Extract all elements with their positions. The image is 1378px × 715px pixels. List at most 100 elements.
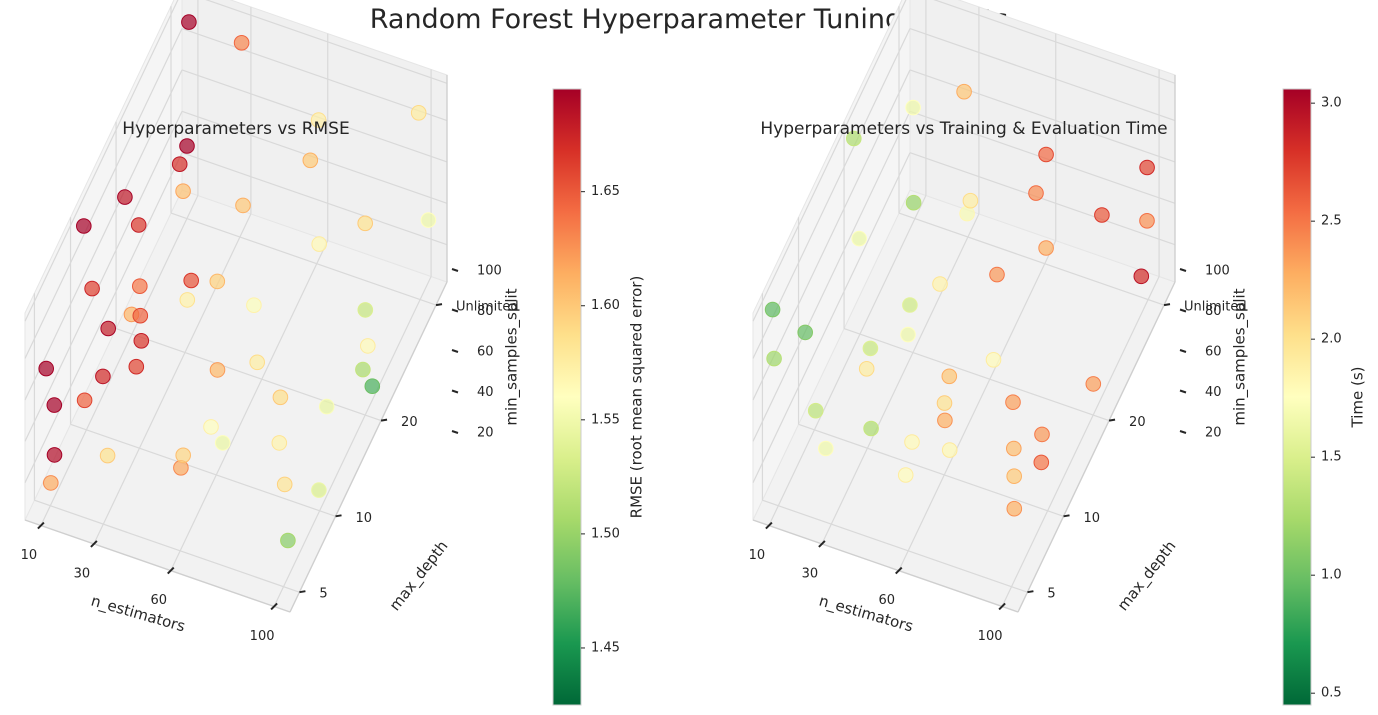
data-point (807, 402, 824, 419)
gridline (909, 69, 1176, 163)
colorbar-tick-label: 0.5 (1321, 686, 1342, 701)
colorbar-tick-label: 1.65 (591, 184, 620, 199)
y-tick-label: 10 (356, 511, 373, 526)
colorbar-tick-label: 2.0 (1321, 332, 1342, 347)
z-tick-label: 40 (1205, 385, 1222, 400)
data-point (233, 35, 250, 51)
data-point (962, 192, 979, 209)
x-tick (818, 540, 826, 548)
data-point (1034, 426, 1050, 443)
left-pane (752, 0, 911, 521)
gridline (24, 111, 183, 442)
data-point (311, 236, 328, 252)
gridline (821, 213, 980, 545)
data-point (133, 333, 150, 349)
colorbar-tick-label: 1.45 (591, 640, 620, 655)
gridline (24, 0, 179, 322)
data-point (1006, 500, 1023, 517)
x-tick (895, 566, 903, 575)
data-point (76, 218, 92, 234)
data-point (38, 360, 55, 377)
data-point (357, 215, 374, 232)
data-point (904, 434, 920, 450)
data-point (851, 230, 868, 247)
x-axis-label: n_estimators (89, 592, 188, 637)
x-tick-label: 10 (21, 548, 38, 563)
x-axis-line (752, 519, 1019, 613)
z-tick-label: 20 (1205, 426, 1222, 441)
data-point (132, 278, 148, 295)
data-point (420, 212, 437, 228)
data-point (818, 440, 834, 457)
data-point (410, 105, 427, 121)
gridline (752, 69, 911, 401)
data-point (311, 482, 327, 498)
data-point (956, 83, 972, 100)
data-point (179, 138, 195, 154)
data-point (100, 320, 116, 337)
colorbar-label: Time (s) (1349, 367, 1367, 429)
x-tick (998, 602, 1006, 611)
z-tick-label: 60 (477, 345, 494, 360)
y-tick (1163, 303, 1171, 307)
data-point (936, 395, 953, 411)
data-point (1006, 468, 1023, 485)
data-point (310, 112, 327, 128)
data-point (117, 189, 133, 205)
data-point (1005, 394, 1021, 411)
gridline (898, 240, 1057, 571)
data-point (76, 392, 93, 409)
gridline (752, 0, 907, 322)
x-tick-label: 30 (802, 566, 819, 581)
gridline (93, 213, 252, 545)
x-tick-label: 100 (978, 629, 1003, 644)
gridline (843, 328, 1110, 422)
y-axis-line (289, 281, 448, 613)
colorbar-tick-label: 1.0 (1321, 568, 1342, 583)
y-tick-label: 10 (1084, 511, 1101, 526)
data-point (1028, 185, 1044, 201)
gridline (181, 152, 448, 246)
y-axis-label: max_depth (1114, 537, 1181, 615)
data-point (249, 354, 266, 371)
z-tick (451, 308, 459, 313)
y-tick (335, 514, 342, 518)
y-axis-line (1017, 281, 1176, 613)
data-point (246, 297, 262, 314)
z-tick (451, 430, 459, 434)
colorbar-tick-label: 3.0 (1321, 96, 1342, 111)
y-tick-label: 20 (1129, 415, 1146, 430)
data-point (905, 194, 922, 211)
data-point (941, 368, 958, 385)
data-point (846, 130, 862, 147)
y-tick (1063, 514, 1070, 518)
gridline (40, 195, 199, 526)
data-point (937, 412, 953, 429)
z-tick (1179, 389, 1187, 394)
x-tick (765, 521, 773, 530)
x-tick (90, 540, 98, 548)
gridline (181, 27, 448, 122)
data-point (175, 447, 191, 464)
gridline (768, 195, 927, 526)
y-tick-label: 5 (1047, 587, 1055, 602)
data-point (235, 197, 251, 214)
gridline (762, 499, 1028, 593)
data-point (214, 435, 231, 451)
y-tick-label: Unlimited (1184, 300, 1247, 315)
gridline (24, 69, 183, 401)
y-tick (1027, 590, 1034, 594)
colorbar (552, 88, 582, 706)
z-tick (1179, 349, 1187, 353)
data-point (355, 361, 371, 378)
x-tick (37, 521, 45, 530)
gridline (752, 152, 911, 483)
gridline (170, 240, 329, 571)
z-tick-label: 100 (1205, 264, 1230, 279)
data-point (858, 361, 875, 377)
data-point (181, 14, 197, 30)
data-point (897, 467, 914, 483)
z-tick-label: 20 (477, 426, 494, 441)
